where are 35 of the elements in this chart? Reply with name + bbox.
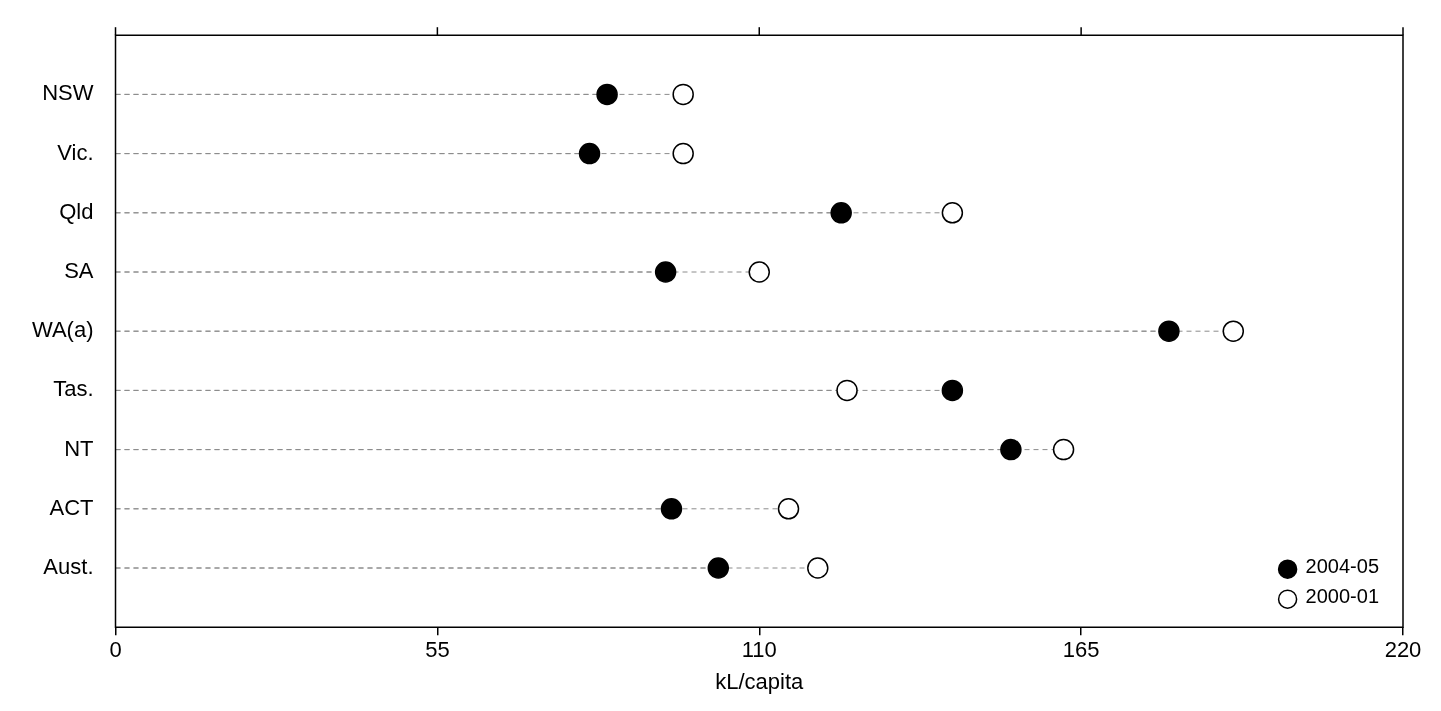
point xyxy=(748,261,771,283)
point xyxy=(777,498,800,520)
point xyxy=(660,498,683,520)
legend-label: 2000-01 xyxy=(1305,584,1380,607)
point xyxy=(578,142,601,165)
point xyxy=(596,83,618,106)
x-tick-label: 0 xyxy=(109,637,122,663)
point xyxy=(1000,438,1022,461)
y-tick-label: Qld xyxy=(59,198,94,224)
y-tick-label: NSW xyxy=(42,80,94,106)
point xyxy=(707,557,730,579)
point xyxy=(1222,320,1245,342)
point xyxy=(836,379,858,402)
x-tick-label: 220 xyxy=(1384,637,1422,663)
point xyxy=(830,202,852,224)
point xyxy=(1158,320,1180,342)
y-tick-label: WA(a) xyxy=(31,317,94,343)
x-tick-label: 55 xyxy=(425,637,450,663)
x-axis-title: kL/capita xyxy=(715,668,805,694)
point xyxy=(654,261,677,283)
y-tick-label: Aust. xyxy=(43,554,94,580)
point xyxy=(941,202,964,224)
y-tick-label: ACT xyxy=(49,494,94,520)
point xyxy=(1052,438,1075,461)
point xyxy=(941,379,964,402)
y-tick-label: SA xyxy=(64,258,94,284)
x-tick-label: 165 xyxy=(1062,637,1100,663)
point xyxy=(672,142,694,165)
y-tick-label: Vic. xyxy=(57,139,94,165)
point xyxy=(672,83,694,106)
point xyxy=(807,557,829,579)
legend-label: 2004-05 xyxy=(1305,554,1380,577)
y-tick-label: Tas. xyxy=(53,376,94,402)
y-tick-label: NT xyxy=(64,435,94,461)
x-tick-label: 110 xyxy=(741,637,777,663)
